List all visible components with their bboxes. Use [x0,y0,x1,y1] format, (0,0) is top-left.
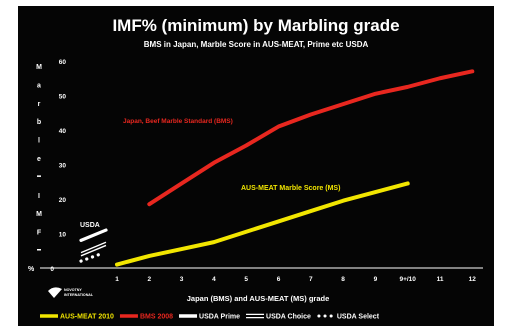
series-lines [115,69,475,267]
usda-prime-mark [79,228,108,242]
usda-annotation: USDA [80,222,100,229]
logo-mark-icon [48,287,62,298]
data-point [245,230,247,233]
data-point [374,92,377,95]
y-label-dash [37,249,41,251]
chart-subtitle: BMS in Japan, Marble Score in AUS-MEAT, … [144,40,369,49]
x-tick-label: 11 [437,276,444,283]
y-label-letter: b [37,119,41,126]
y-label-letter: r [38,101,41,108]
logo-line1: NOVOTNY [64,288,82,292]
data-point [406,86,409,88]
x-tick-label: 3 [180,276,184,283]
legend-label: BMS 2008 [140,314,173,321]
data-point [310,113,312,116]
y-tick-label: 0 [50,266,54,273]
usda-choice-mark [80,244,107,257]
y-label-letter: a [37,82,41,89]
company-logo: NOVOTNY INTERNATIONAL [48,287,94,298]
y-label-letter: F [37,230,42,237]
data-point [148,255,151,257]
imf-chart: IMF% (minimum) by Marbling grade BMS in … [28,16,483,321]
y-tick-label: 20 [59,197,67,204]
x-tick-label: 9+/10 [399,276,416,283]
data-point [277,220,280,223]
y-label-letter: M [36,64,42,71]
y-label-letter: I [38,193,40,200]
y-label-letter: e [37,156,41,163]
data-point [471,70,474,73]
y-axis-ticks: 10 20 30 40 50 60% 0 [28,59,66,273]
chart-title: IMF% (minimum) by Marbling grade [112,16,399,35]
data-point [406,182,409,185]
y-label-letter: l [38,138,40,145]
data-point [180,182,183,185]
data-point [342,199,344,202]
x-tick-label: 8 [341,276,345,283]
data-point [277,125,280,128]
legend-label: USDA Select [337,314,380,321]
y-tick-label: 50 [59,94,67,101]
x-tick-label: 7 [309,276,313,283]
bms-annotation: Japan, Beef Marble Standard (BMS) [123,118,233,125]
x-tick-label: 4 [212,276,216,283]
data-point [148,203,151,205]
y-tick-label: 60 [59,59,67,66]
data-point [374,191,377,193]
y-label-dash [37,175,41,177]
usda-select-mark [79,252,102,263]
x-tick-label: 6 [277,276,281,283]
y-tick-label: 40 [59,128,67,135]
legend: AUS-MEAT 2010 BMS 2008 USDA Prime USDA Choi… [40,314,380,321]
x-tick-label: 9 [374,276,378,283]
data-point [213,241,215,243]
y-axis-label: Ma r b l e I M F [36,64,42,251]
series-line-0 [115,181,410,267]
usda-markers [79,228,108,263]
data-point [245,144,247,147]
x-axis-ticks: 1 2 3 4 5 6 7 8 9 9+/10 11 12 [115,276,476,283]
aus-annotation: AUS-MEAT Marble Score (MS) [241,185,340,192]
legend-label: AUS-MEAT 2010 [60,314,114,321]
x-tick-label: 1 [115,276,119,283]
data-point [116,263,118,266]
x-tick-label: 12 [469,276,477,283]
data-point [439,77,441,80]
legend-label: USDA Choice [266,314,311,321]
legend-label: USDA Prime [199,314,240,321]
chart-panel: IMF% (minimum) by Marbling grade BMS in … [18,6,494,326]
logo-line2: INTERNATIONAL [64,293,94,297]
x-tick-label: 5 [244,276,248,283]
data-point [180,248,183,250]
y-percent-sign: % [28,266,35,273]
y-label-letter: M [36,211,42,218]
data-point [342,103,344,105]
x-axis-label: Japan (BMS) and AUS-MEAT (MS) grade [187,294,330,303]
y-tick-label: 30 [59,163,67,170]
data-point [310,210,312,212]
y-tick-label: 10 [59,232,67,239]
x-tick-label: 2 [147,276,151,283]
usda-choice-mark [80,241,107,254]
data-point [213,161,215,164]
